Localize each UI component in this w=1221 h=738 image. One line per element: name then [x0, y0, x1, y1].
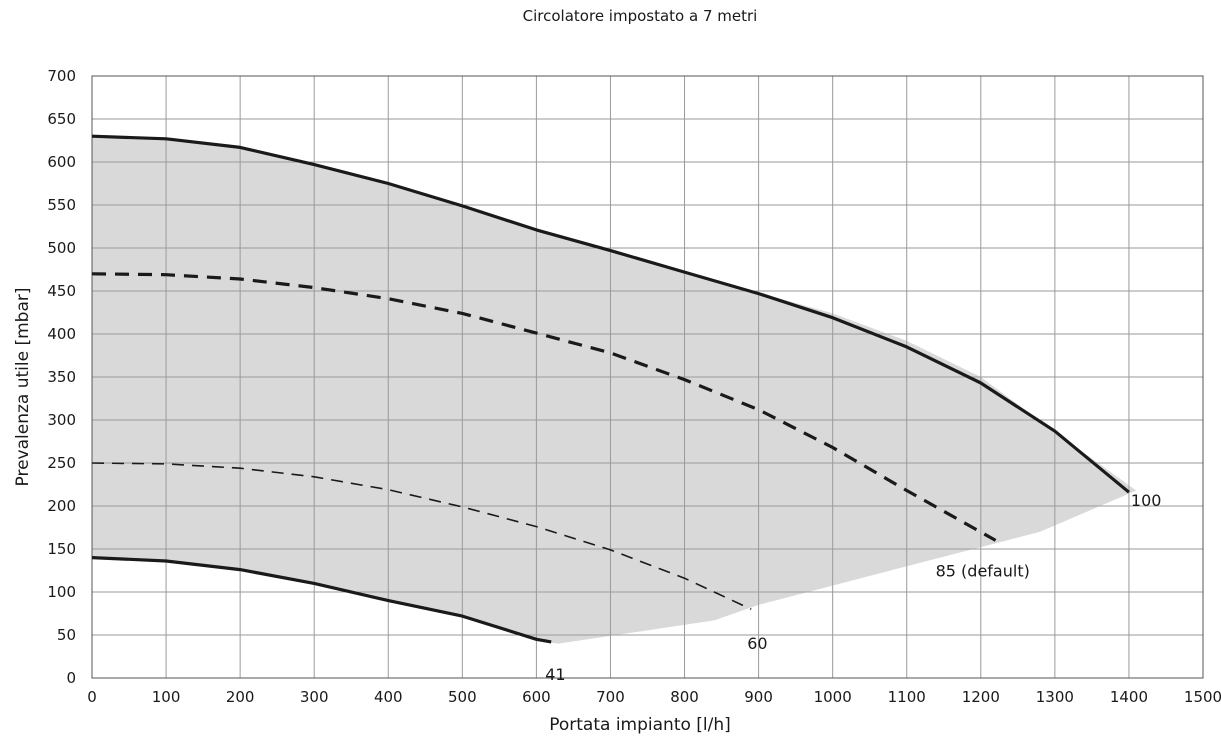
- y-tick-label: 550: [47, 196, 76, 214]
- x-tick-label: 1500: [1184, 688, 1221, 706]
- y-tick-label: 100: [47, 583, 76, 601]
- series-label: 100: [1131, 491, 1162, 510]
- x-tick-label: 0: [87, 688, 97, 706]
- y-axis-ticks: 0 50 100 150 200 250 300 350 400 450 500 550 600 650 7…: [47, 67, 76, 687]
- y-axis-label: Prevalenza utile [mbar]: [13, 288, 33, 487]
- x-tick-label: 200: [226, 688, 255, 706]
- x-tick-label: 1000: [814, 688, 852, 706]
- series-lines: [91, 134, 1130, 644]
- series-line-60: [91, 462, 752, 610]
- y-tick-label: 600: [47, 153, 76, 171]
- x-axis-ticks: 0 100 200 300 400 500 600 700 800 900 1000 1100 1200…: [87, 688, 1221, 706]
- x-tick-label: 400: [374, 688, 403, 706]
- y-tick-label: 200: [47, 497, 76, 515]
- y-tick-label: 150: [47, 540, 76, 558]
- series-labels: 100 85 (default) 60 41: [545, 491, 1161, 684]
- y-tick-label: 650: [47, 110, 76, 128]
- y-tick-label: 250: [47, 454, 76, 472]
- y-tick-label: 0: [66, 669, 76, 687]
- plot-frame: [91, 75, 1204, 679]
- shaded-operating-area: [92, 136, 1137, 644]
- x-tick-label: 1100: [888, 688, 926, 706]
- series-label: 60: [747, 634, 767, 653]
- x-tick-label: 800: [670, 688, 699, 706]
- x-tick-label: 700: [596, 688, 625, 706]
- series-line-41: [91, 556, 552, 644]
- y-tick-label: 300: [47, 411, 76, 429]
- series-line-85: [91, 272, 997, 542]
- series-line-100: [91, 134, 1130, 494]
- y-tick-label: 400: [47, 325, 76, 343]
- x-tick-label: 1200: [962, 688, 1000, 706]
- x-tick-label: 500: [448, 688, 477, 706]
- x-tick-label: 1400: [1110, 688, 1148, 706]
- x-tick-label: 600: [522, 688, 551, 706]
- y-tick-label: 350: [47, 368, 76, 386]
- x-axis-label: Portata impianto [l/h]: [549, 715, 731, 735]
- y-tick-label: 700: [47, 67, 76, 85]
- y-tick-label: 500: [47, 239, 76, 257]
- chart-title: Circolatore impostato a 7 metri: [523, 7, 758, 25]
- x-tick-label: 100: [152, 688, 181, 706]
- x-tick-label: 900: [744, 688, 773, 706]
- x-tick-label: 1300: [1036, 688, 1074, 706]
- grid: [91, 75, 1204, 679]
- series-label: 41: [545, 665, 565, 684]
- y-tick-label: 50: [57, 626, 76, 644]
- x-tick-label: 300: [300, 688, 329, 706]
- y-tick-label: 450: [47, 282, 76, 300]
- operating-region: [92, 136, 1137, 644]
- series-label: 85 (default): [936, 561, 1030, 580]
